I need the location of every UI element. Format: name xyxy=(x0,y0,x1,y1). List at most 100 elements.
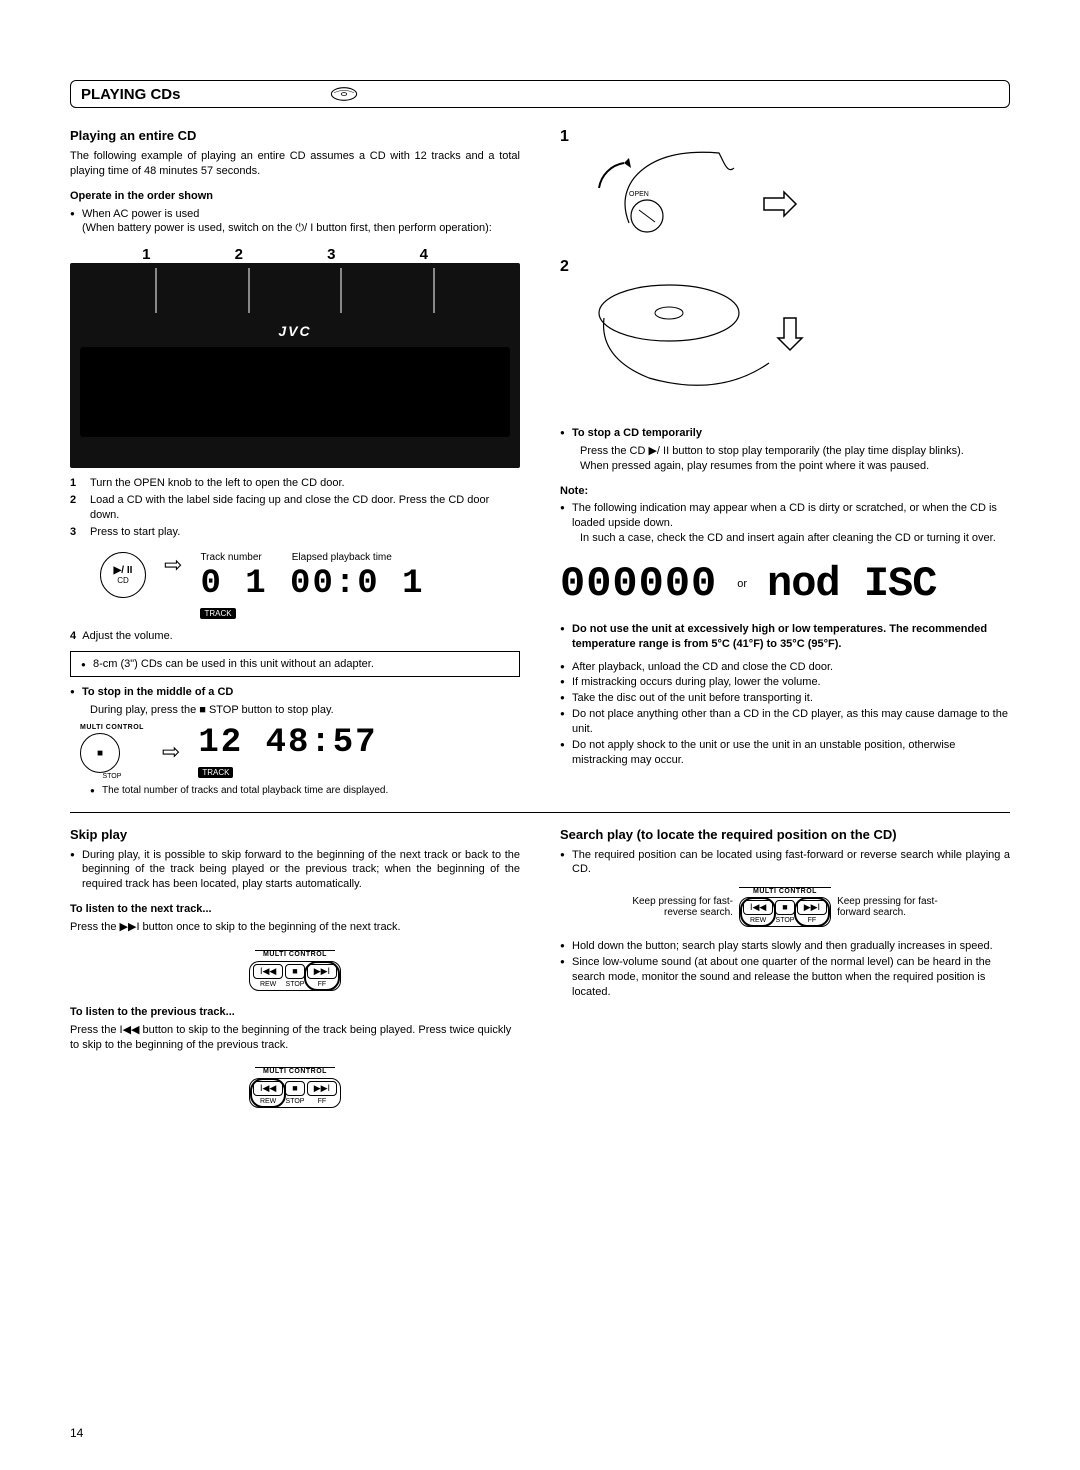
search-rew-label: REW xyxy=(750,917,766,924)
cd-play-button: ▶/ II CD xyxy=(100,552,146,598)
care-bullet-5: Do not apply shock to the unit or use th… xyxy=(560,738,1010,768)
error-display-2: nod ISC xyxy=(767,560,936,608)
search-body: The required position can be located usi… xyxy=(560,848,1010,878)
stop-button-figure: MULTI CONTROL ■ STOP xyxy=(80,724,144,780)
page-number: 14 xyxy=(70,1426,83,1440)
callout-line-4 xyxy=(427,268,441,313)
stop-symbol: ■ xyxy=(97,748,103,759)
playing-entire-heading: Playing an entire CD xyxy=(70,128,520,143)
stop-button: ■ xyxy=(80,733,120,773)
ac-line-text: When AC power is used xyxy=(82,208,199,220)
ac-sub-text: (When battery power is used, switch on t… xyxy=(82,222,492,234)
step-1: 1 Turn the OPEN knob to the left to open … xyxy=(70,476,520,491)
step-3: 3 Press to start play. xyxy=(70,525,520,540)
search-stop-button: ■ xyxy=(775,900,794,915)
open-label: OPEN xyxy=(629,191,649,198)
stop-label-2: STOP xyxy=(286,981,305,988)
stop-button-3: ■ xyxy=(285,1081,304,1096)
search-rew-button: I◀◀ xyxy=(743,900,773,915)
skip-column: Skip play During play, it is possible to… xyxy=(70,827,520,1117)
multi-control-next-fig: MULTI CONTROL I◀◀ REW ■ STOP ▶▶I FF xyxy=(70,943,520,991)
note-body1: The following indication may appear when… xyxy=(560,501,1010,531)
stop-temp-body2: When pressed again, play resumes from th… xyxy=(560,459,1010,474)
next-track-body: Press the ▶▶I button once to skip to the… xyxy=(70,920,520,935)
stop-mid-heading: To stop in the middle of a CD xyxy=(70,685,520,700)
entire-intro: The following example of playing an enti… xyxy=(70,149,520,179)
care-bullet-3: Take the disc out of the unit before tra… xyxy=(560,691,1010,706)
stop-temp-heading: To stop a CD temporarily xyxy=(560,426,1010,441)
error-display-1: 000000 xyxy=(560,560,717,608)
prev-track-heading: To listen to the previous track... xyxy=(70,1005,520,1020)
step-1-num: 1 xyxy=(70,476,82,491)
step-2-num: 2 xyxy=(70,493,82,523)
search-right-caption: Keep pressing for fast-forward search. xyxy=(837,896,947,918)
track-badge-2: TRACK xyxy=(198,767,233,778)
cd-play-button-figure: ▶/ II CD xyxy=(100,552,146,598)
search-bullet-1: Hold down the button; search play starts… xyxy=(560,939,1010,954)
search-ff-button: ▶▶I xyxy=(797,900,827,915)
arrow-right-icon: ⇨ xyxy=(164,552,182,578)
search-bullet-2: Since low-volume sound (at about one qua… xyxy=(560,955,1010,1000)
section-header: PLAYING CDs xyxy=(70,80,1010,108)
display-start: 0 1 00:0 1 xyxy=(200,565,424,603)
care-bullet-1: After playback, unload the CD and close … xyxy=(560,660,1010,675)
track-badge: TRACK xyxy=(200,608,235,619)
step-2: 2Load a CD with the label side facing up… xyxy=(70,493,520,523)
care-bullet-4: Do not place anything other than a CD in… xyxy=(560,707,1010,737)
stop-temp-body1: Press the CD ▶/ II button to stop play t… xyxy=(560,444,1010,459)
cd-play-label: CD xyxy=(117,576,129,585)
track-number-label: Track number xyxy=(200,552,261,563)
callout-line-3 xyxy=(334,268,348,313)
skip-body: During play, it is possible to skip forw… xyxy=(70,848,520,893)
rew-label: REW xyxy=(260,981,276,988)
ac-power-note: When AC power is used (When battery powe… xyxy=(70,207,520,237)
stop-label-3: STOP xyxy=(286,1098,305,1105)
care-bullets: After playback, unload the CD and close … xyxy=(560,660,1010,768)
lower-columns: Skip play During play, it is possible to… xyxy=(70,827,1010,1117)
display-stop: 12 48:57 xyxy=(198,724,377,762)
note-heading: Note: xyxy=(560,484,1010,499)
stop-button-2: ■ xyxy=(285,964,304,979)
boombox-figure: JVC xyxy=(70,263,520,468)
search-bullets: Hold down the button; search play starts… xyxy=(560,939,1010,999)
prev-track-body: Press the I◀◀ button to skip to the begi… xyxy=(70,1023,520,1053)
section-divider xyxy=(70,812,1010,813)
step-3-text: Press to start play. xyxy=(90,525,180,540)
step-2-label: 2 xyxy=(235,246,243,263)
step-number-row: 1 2 3 4 xyxy=(100,246,470,263)
callout-line-1 xyxy=(149,268,163,313)
rew-button-highlighted: I◀◀ xyxy=(253,1081,283,1096)
section-title: PLAYING CDs xyxy=(81,86,180,103)
step-4-num: 4 xyxy=(70,630,76,642)
or-label: or xyxy=(737,578,747,590)
ff-label: FF xyxy=(318,981,327,988)
ff-button-highlighted: ▶▶I xyxy=(307,964,337,979)
right-step-1: 1 xyxy=(560,128,569,146)
mc-title-next: MULTI CONTROL xyxy=(255,950,335,958)
step-4-label: 4 xyxy=(420,246,428,263)
elapsed-time-label: Elapsed playback time xyxy=(292,552,392,563)
search-stop-label: STOP xyxy=(776,917,795,924)
search-ff-label: FF xyxy=(808,917,817,924)
mini-cd-note-text: 8-cm (3") CDs can be used in this unit w… xyxy=(81,658,374,670)
ff-button-2: ▶▶I xyxy=(307,1081,337,1096)
ac-line: When AC power is used (When battery powe… xyxy=(70,207,520,237)
mc-title-search: MULTI CONTROL xyxy=(739,887,831,895)
cd-disc-icon xyxy=(330,85,358,103)
rew-button: I◀◀ xyxy=(253,964,283,979)
next-track-heading: To listen to the next track... xyxy=(70,902,520,917)
left-column: Playing an entire CD The following examp… xyxy=(70,128,520,798)
step-3-num: 3 xyxy=(70,525,82,540)
step-1-text: Turn the OPEN knob to the left to open t… xyxy=(90,476,345,491)
callout-line-2 xyxy=(242,268,256,313)
upper-columns: Playing an entire CD The following examp… xyxy=(70,128,1010,798)
operate-heading: Operate in the order shown xyxy=(70,189,520,204)
stop-caption: The total number of tracks and total pla… xyxy=(90,784,520,798)
search-heading: Search play (to locate the required posi… xyxy=(560,827,1010,842)
search-left-caption: Keep pressing for fast-reverse search. xyxy=(623,896,733,918)
mini-cd-note: 8-cm (3") CDs can be used in this unit w… xyxy=(70,651,520,677)
mc-title-prev: MULTI CONTROL xyxy=(255,1067,335,1075)
step-1-label: 1 xyxy=(142,246,150,263)
multi-control-prev-fig: MULTI CONTROL I◀◀REW ■STOP ▶▶IFF xyxy=(70,1060,520,1108)
multi-control-search-fig: Keep pressing for fast-reverse search. M… xyxy=(560,887,1010,927)
